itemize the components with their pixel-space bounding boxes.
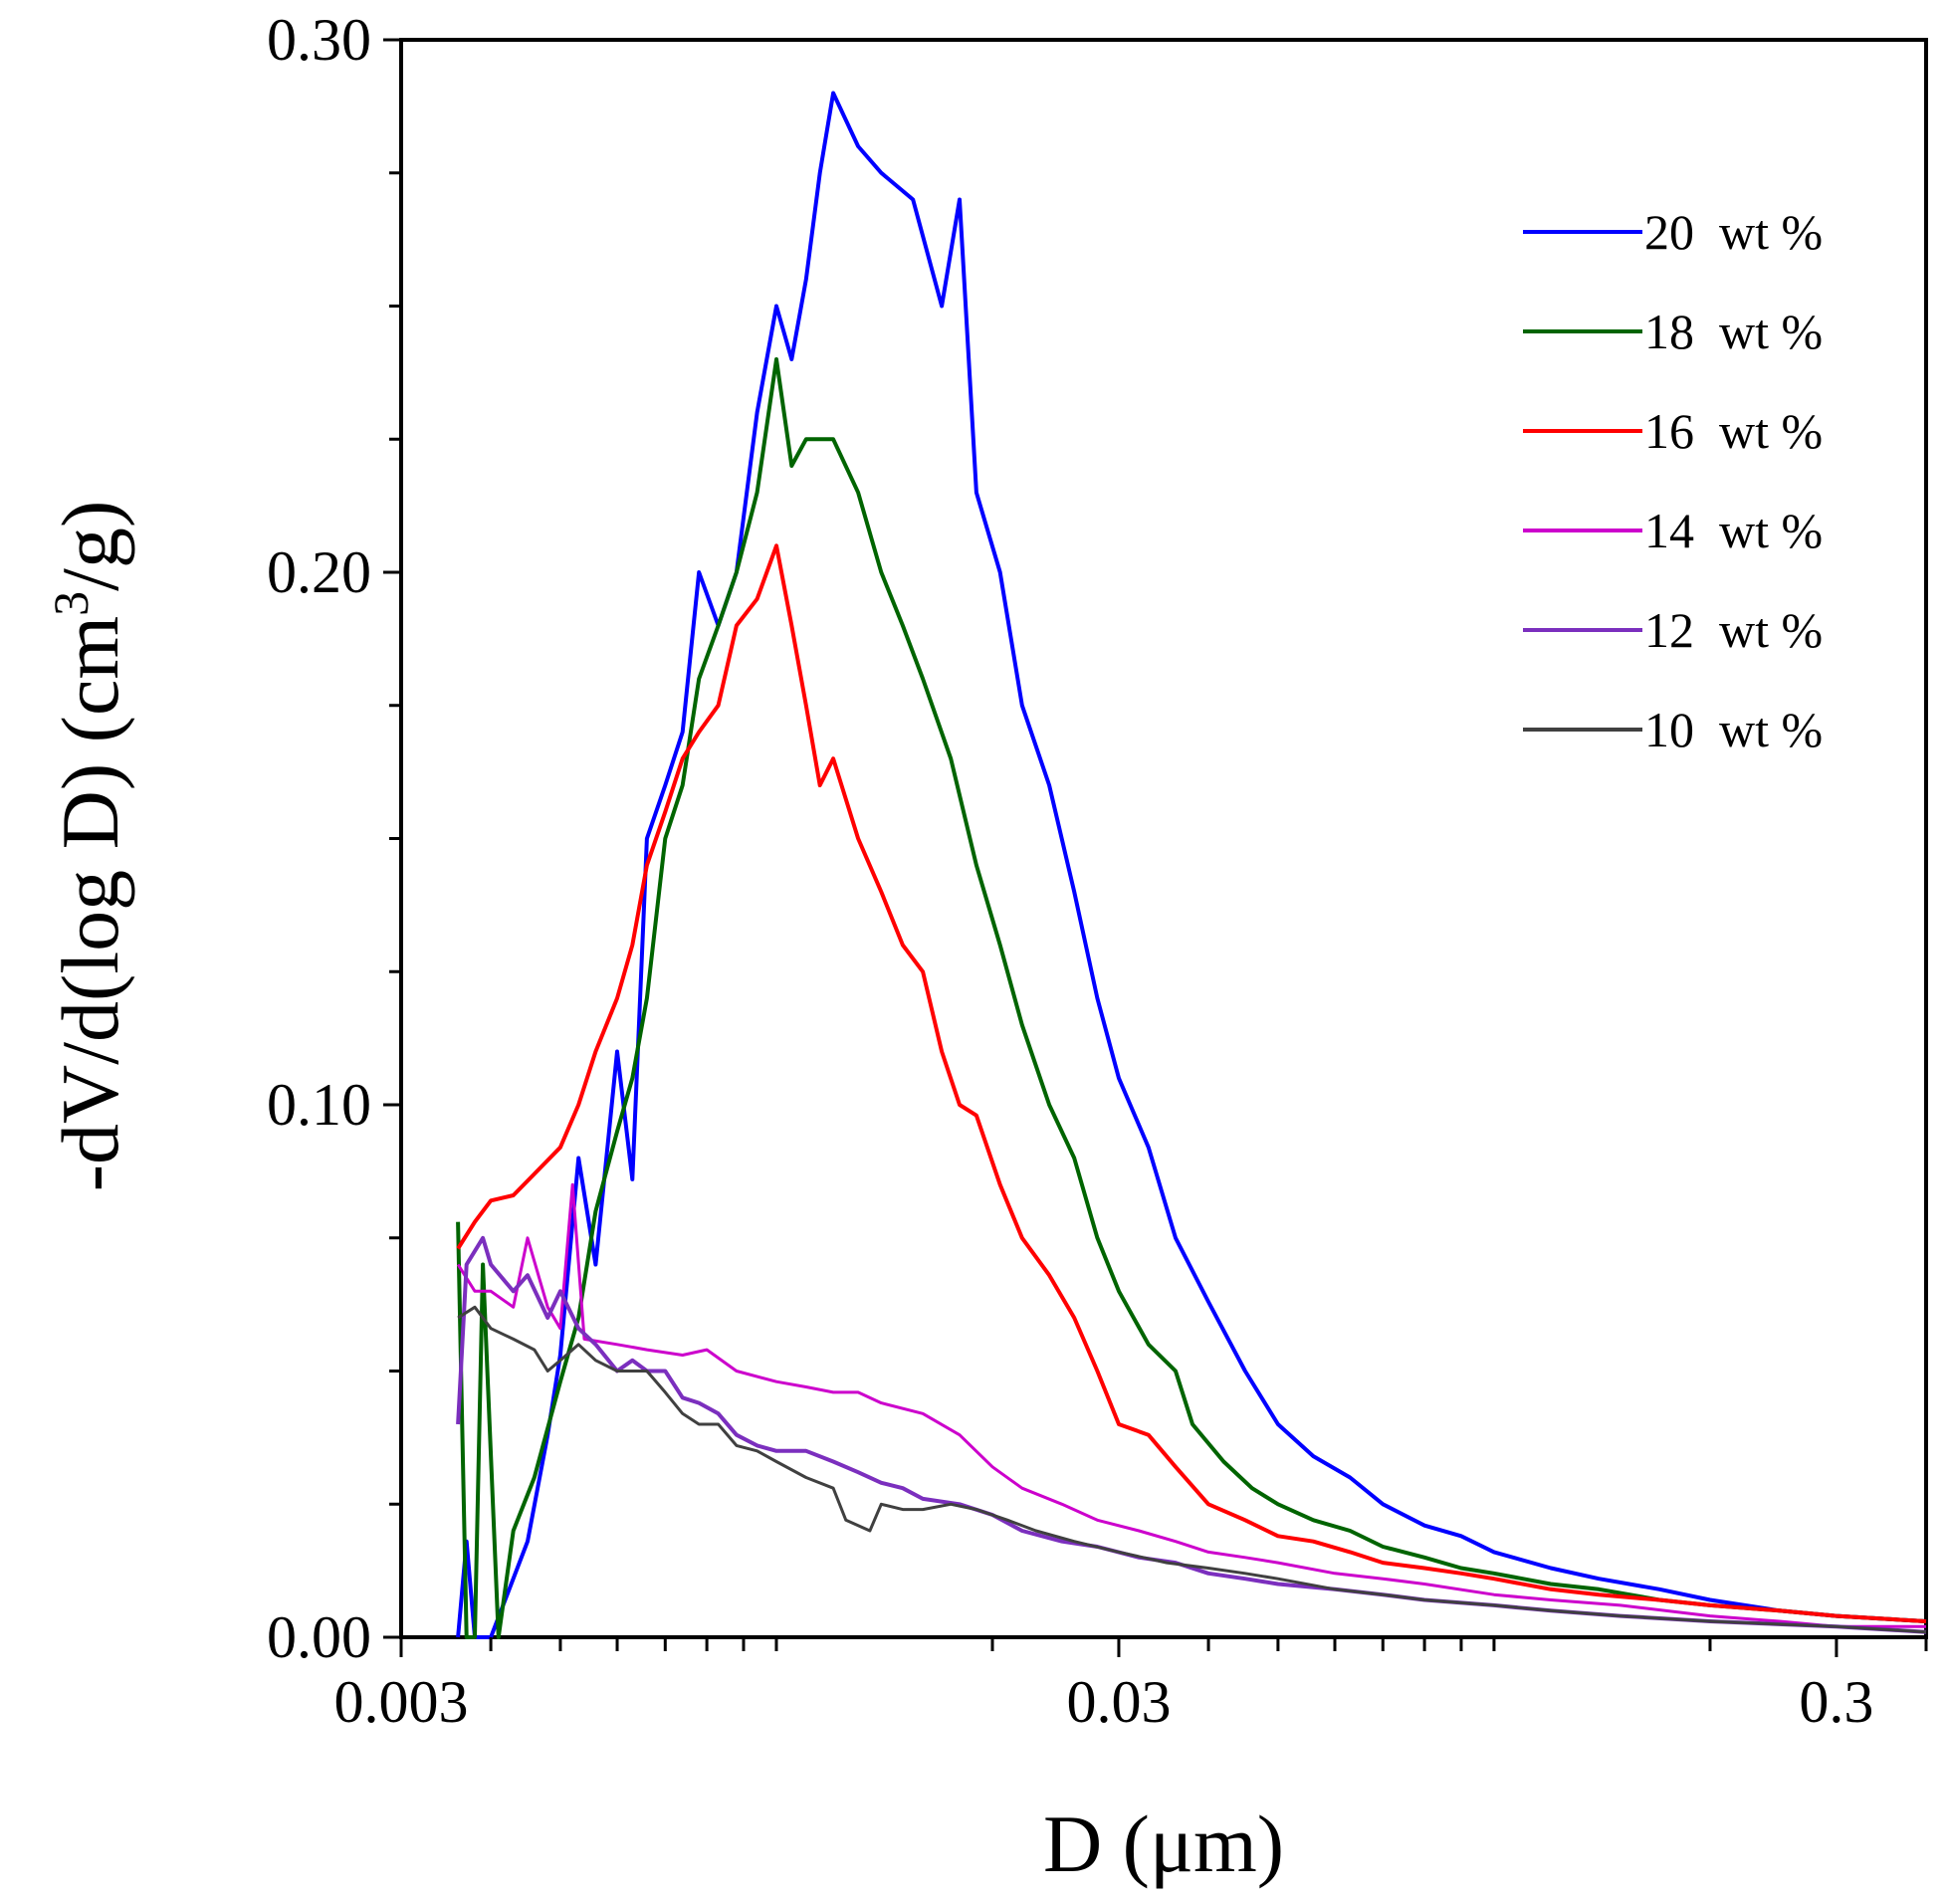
x-axis-title: D (μm): [1043, 1798, 1284, 1889]
x-axis-title-main: D (: [1043, 1798, 1150, 1889]
x-axis-ticks: 0.003 0.03 0.3: [334, 1637, 1928, 1735]
y-axis-title: -dV/d(log D) (cm3/g): [43, 501, 135, 1192]
legend-label: 16 wt %: [1644, 403, 1823, 459]
y-axis-title-superscript: 3: [43, 591, 99, 616]
x-axis-title-unit: μm: [1150, 1798, 1257, 1889]
y-axis-title-end: /g): [45, 501, 135, 591]
series-line-2: [456, 543, 1927, 1623]
y-tick-label: 0.20: [267, 539, 371, 605]
legend-label: 10 wt %: [1644, 702, 1823, 757]
x-tick-label: 0.03: [1066, 1669, 1171, 1735]
legend: 20 wt % 18 wt % 16 wt % 14 wt % 12 wt % 10 wt…: [1523, 204, 1823, 757]
y-tick-label: 0.10: [267, 1072, 371, 1138]
series-line-4: [456, 1235, 1927, 1634]
x-tick-label: 0.3: [1799, 1669, 1873, 1735]
y-axis-title-main: -dV/d(log D) (cm: [45, 616, 135, 1191]
series-line-1: [456, 357, 1927, 1639]
y-tick-label: 0.00: [267, 1604, 371, 1670]
legend-label: 20 wt %: [1644, 204, 1823, 260]
y-axis-ticks: 0.00 0.10 0.20 0.30: [267, 7, 401, 1670]
x-axis-title-close: ): [1257, 1798, 1284, 1889]
y-tick-label: 0.30: [267, 7, 371, 73]
legend-label: 18 wt %: [1644, 304, 1823, 359]
plot-frame: [399, 38, 1928, 1639]
legend-label: 14 wt %: [1644, 503, 1823, 558]
legend-label: 12 wt %: [1644, 602, 1823, 658]
x-tick-label: 0.003: [334, 1669, 469, 1735]
series-line-3: [456, 1182, 1926, 1628]
plot-area: 0.00 0.10 0.20 0.30 0.003 0.03 0.3: [267, 7, 1928, 1735]
series-layer: [456, 91, 1927, 1639]
series-line-5: [457, 1305, 1927, 1634]
series-line-0: [456, 91, 1927, 1639]
